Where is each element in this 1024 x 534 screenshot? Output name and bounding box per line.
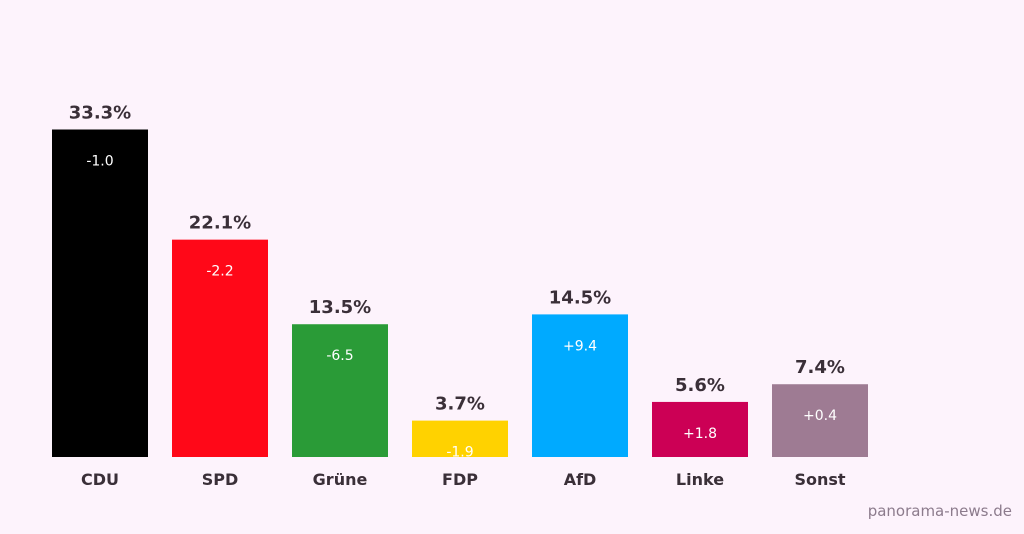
change-label-spd: -2.2: [206, 264, 233, 280]
value-label-spd: 22.1%: [189, 213, 251, 234]
category-label-gr-ne: Grüne: [313, 470, 368, 489]
watermark: panorama-news.de: [867, 502, 1012, 520]
bar-cdu: [52, 129, 148, 457]
change-label-cdu: -1.0: [86, 154, 113, 170]
change-label-linke: +1.8: [683, 426, 717, 442]
bar-sonst: [772, 384, 868, 457]
category-label-sonst: Sonst: [794, 470, 845, 489]
change-label-sonst: +0.4: [803, 408, 837, 424]
value-label-sonst: 7.4%: [795, 357, 845, 378]
value-label-linke: 5.6%: [675, 375, 725, 396]
change-label-afd: +9.4: [563, 338, 597, 354]
bar-linke: [652, 401, 748, 457]
value-label-gr-ne: 13.5%: [309, 297, 371, 318]
value-label-cdu: 33.3%: [69, 103, 131, 124]
change-label-gr-ne: -6.5: [326, 348, 353, 364]
bar-spd: [172, 239, 268, 457]
category-label-linke: Linke: [676, 470, 724, 489]
bar-fdp: [412, 420, 508, 457]
bar-gr-ne: [292, 324, 388, 457]
category-label-spd: SPD: [202, 470, 239, 489]
bar-afd: [532, 314, 628, 457]
category-label-cdu: CDU: [81, 470, 119, 489]
value-label-fdp: 3.7%: [435, 394, 485, 415]
category-label-afd: AfD: [564, 470, 597, 489]
value-label-afd: 14.5%: [549, 287, 611, 308]
category-label-fdp: FDP: [442, 470, 478, 489]
change-label-fdp: -1.9: [446, 445, 473, 461]
